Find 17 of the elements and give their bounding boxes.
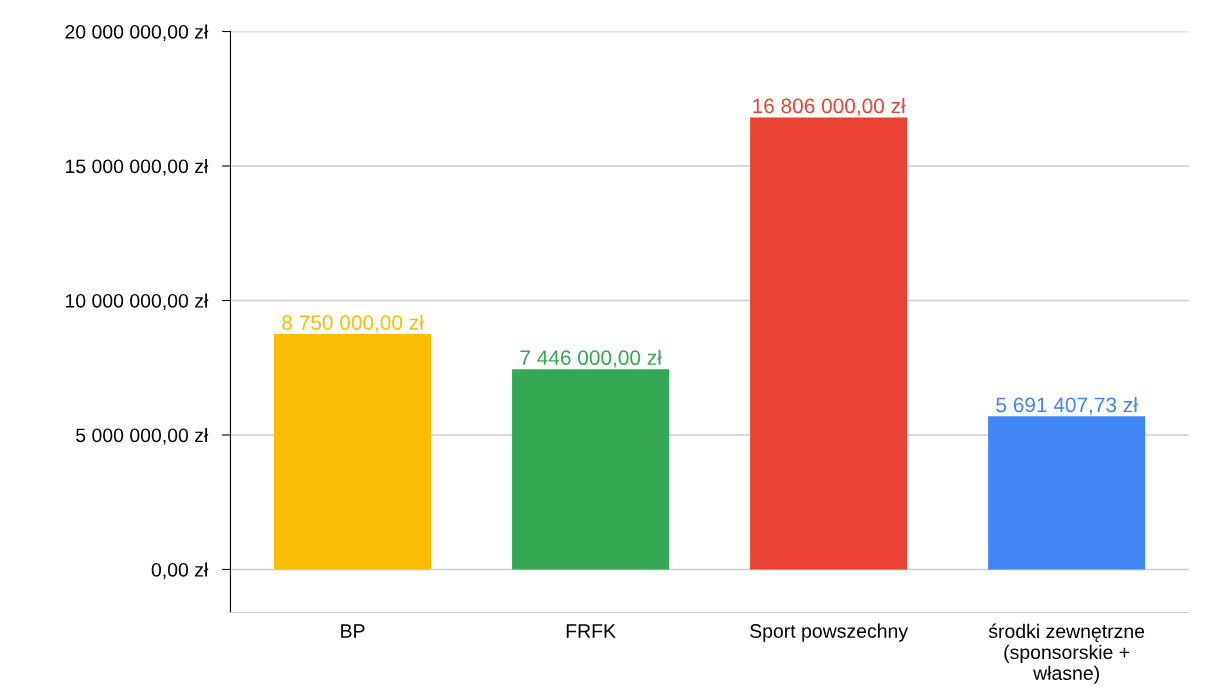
bar	[512, 369, 670, 570]
y-tick-label: 0,00 zł	[151, 562, 209, 579]
y-tick-label: 5 000 000,00 zł	[76, 427, 209, 445]
y-tick-label: 10 000 000,00 zł	[65, 293, 209, 311]
x-tick-label: Sport powszechny	[750, 623, 909, 642]
x-tick-label: BP	[341, 624, 365, 638]
bar	[274, 334, 432, 570]
y-tick-label: 15 000 000,00 zł	[65, 158, 209, 176]
data-label: 16 806 000,00 zł	[753, 97, 906, 116]
bar	[988, 416, 1146, 570]
y-tick-label: 20 000 000,00 zł	[65, 24, 209, 42]
x-tick-label: środki zewnętrzne (sponsorskie + własne)	[988, 623, 1145, 684]
bar	[750, 117, 908, 570]
data-label: 8 750 000,00 zł	[282, 314, 424, 333]
x-tick-label: FRFK	[566, 624, 616, 638]
data-label: 5 691 407,73 zł	[996, 396, 1138, 415]
data-label: 7 446 000,00 zł	[520, 349, 662, 368]
